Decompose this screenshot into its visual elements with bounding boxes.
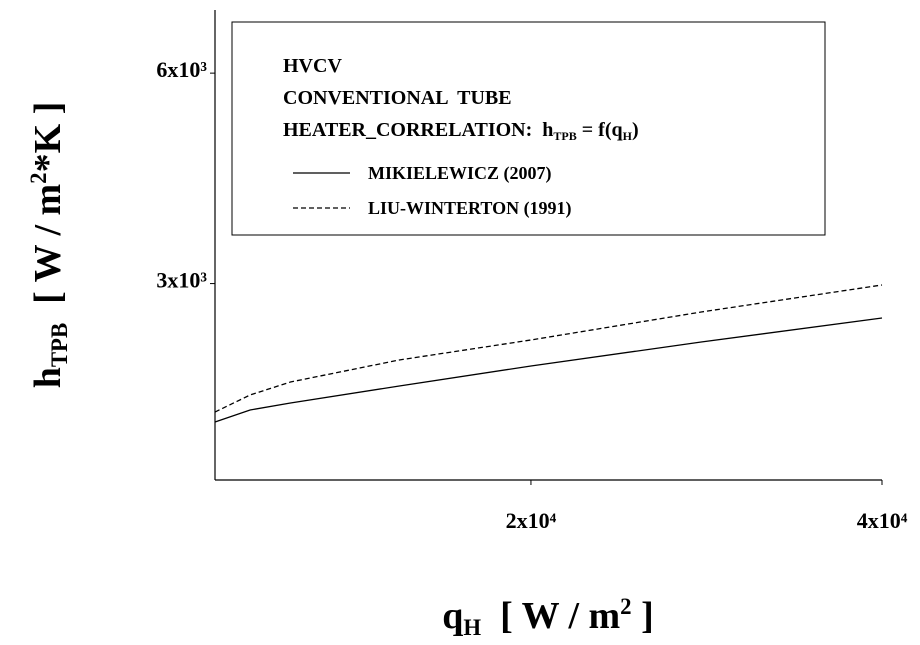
y-tick-label: 6x10³ bbox=[156, 57, 207, 82]
x-tick-label: 2x10⁴ bbox=[506, 508, 557, 533]
legend-box bbox=[231, 21, 826, 236]
y-axis-label-part: h bbox=[27, 367, 69, 388]
y-axis-label: hTPB [ W / m2*K ] bbox=[26, 102, 72, 389]
y-axis-label-part: TPB bbox=[47, 323, 72, 367]
x-axis-label-part: H bbox=[463, 615, 481, 640]
legend-note: HEATER_CORRELATION: hTPB = f(qH) bbox=[283, 119, 639, 143]
legend-note-part: HEATER_CORRELATION: h bbox=[283, 119, 553, 141]
legend-note-part: ) bbox=[632, 119, 639, 141]
x-axis-label-part: ] bbox=[632, 595, 654, 637]
x-axis-label: qH [ W / m2 ] bbox=[442, 594, 653, 640]
legend-note-part: TPB bbox=[553, 129, 576, 143]
x-axis-label-part: 2 bbox=[620, 594, 631, 619]
y-axis-label-part: [ W / m bbox=[27, 184, 69, 323]
series-line bbox=[214, 284, 883, 413]
x-axis-label-part: [ W / m bbox=[481, 595, 620, 637]
y-tick-label: 3x10³ bbox=[156, 268, 207, 293]
legend-note: HVCV bbox=[283, 55, 342, 77]
series-line bbox=[214, 317, 883, 423]
x-axis-label-part: q bbox=[442, 595, 463, 637]
legend-note-part: HVCV bbox=[283, 55, 342, 77]
legend-note-part: H bbox=[623, 129, 633, 143]
legend-note-part: = f(q bbox=[577, 119, 623, 141]
legend-note-part: CONVENTIONAL TUBE bbox=[283, 87, 512, 109]
legend-label: LIU-WINTERTON (1991) bbox=[368, 198, 572, 219]
y-axis-label-part: 2 bbox=[26, 172, 51, 183]
x-tick-label: 4x10⁴ bbox=[857, 508, 908, 533]
legend-label: MIKIELEWICZ (2007) bbox=[368, 163, 552, 184]
y-axis-label-part: *K ] bbox=[27, 102, 69, 173]
legend-note: CONVENTIONAL TUBE bbox=[283, 87, 512, 109]
